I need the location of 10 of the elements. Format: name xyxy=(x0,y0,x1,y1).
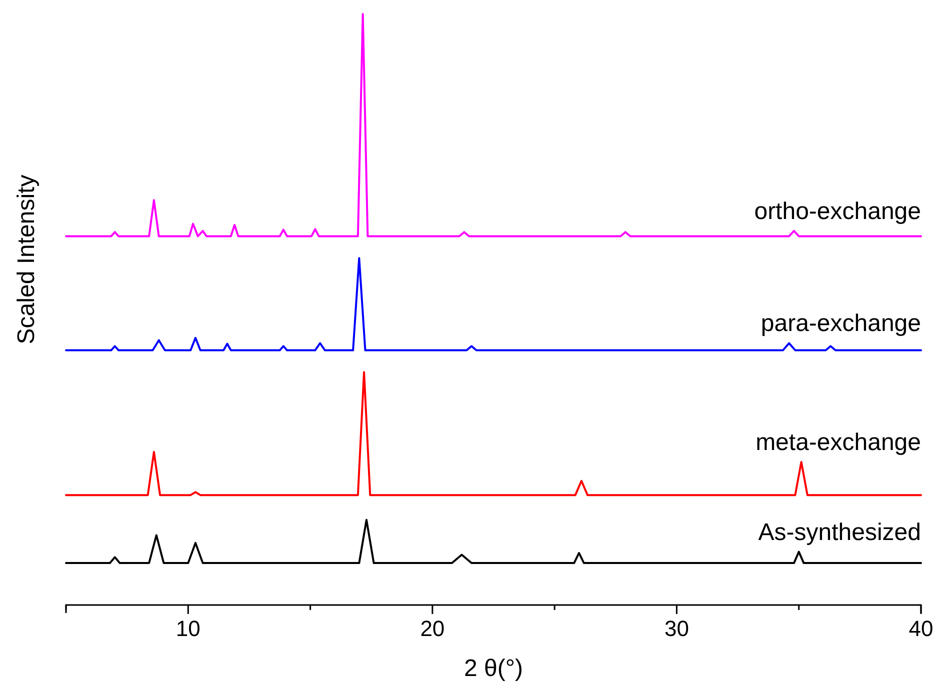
x-tick-label: 20 xyxy=(420,616,445,641)
x-tick-label: 10 xyxy=(176,616,200,641)
x-axis-title: 2 θ(°) xyxy=(464,655,523,682)
series-label: meta-exchange xyxy=(756,428,921,456)
x-tick-label: 40 xyxy=(908,616,934,641)
series-label: ortho-exchange xyxy=(754,198,921,225)
y-axis-title: Scaled Intensity xyxy=(13,174,40,344)
series-label: As-synthesized xyxy=(758,518,921,546)
series-label: para-exchange xyxy=(760,310,921,338)
x-tick-label: 30 xyxy=(664,616,689,641)
